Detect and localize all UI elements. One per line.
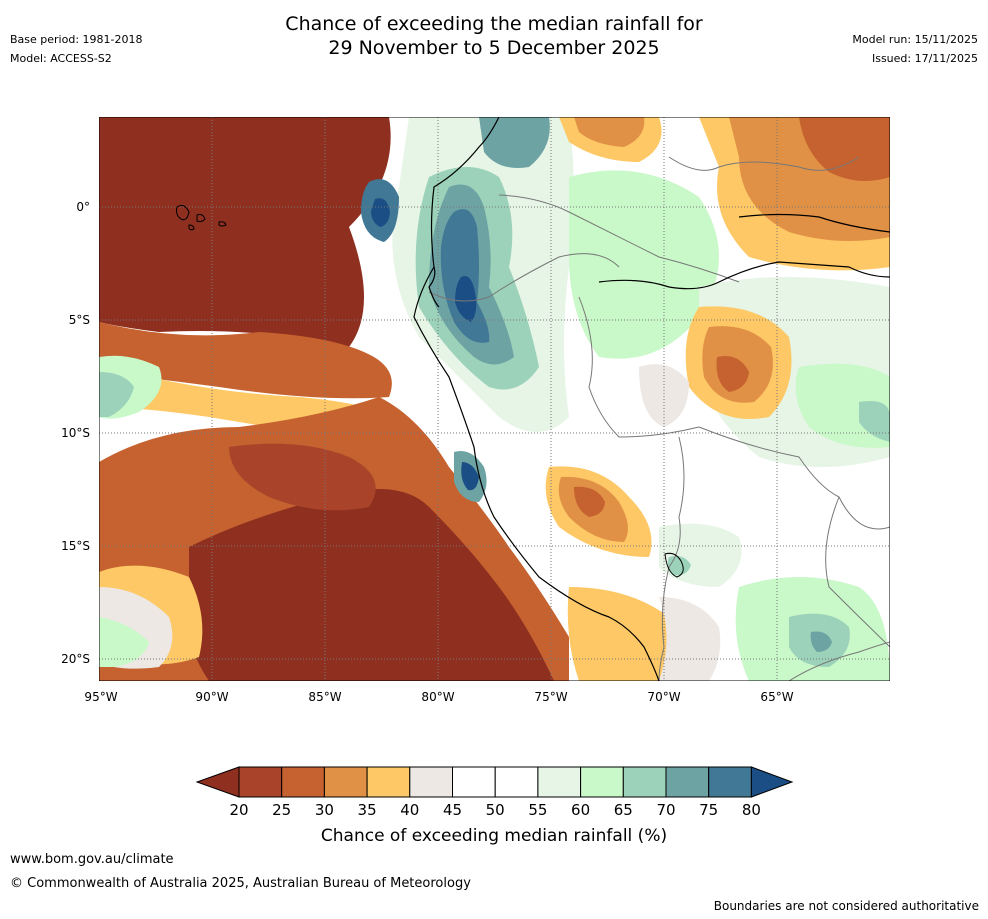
field-25-30-south-highlands (574, 486, 605, 517)
field-30-35-band (99, 322, 392, 399)
field-25-30-central-east (716, 356, 749, 392)
meta-right: Model run: 15/11/2025 Issued: 17/11/2025 (852, 30, 978, 68)
colorbar-tick-40: 40 (400, 801, 420, 819)
field-30-35-north-central (574, 117, 645, 147)
colorbar-tick-70: 70 (656, 801, 676, 819)
lat-label-10s: 10°S (61, 426, 90, 440)
footer-url: www.bom.gov.au/climate (10, 852, 174, 867)
boundary-venezuela (668, 156, 860, 171)
model-run: Model run: 15/11/2025 (852, 33, 978, 46)
galapagos-isabela (176, 204, 190, 221)
galapagos-santa-cruz (196, 214, 206, 223)
coastlines (413, 116, 891, 682)
lon-label-70w: 70°W (647, 690, 681, 704)
coastline-pacific (413, 116, 660, 682)
lat-label-0: 0° (76, 200, 90, 214)
footer-disclaimer: Boundaries are not considered authoritat… (713, 899, 979, 913)
title-line-1: Chance of exceeding the median rainfall … (285, 13, 703, 35)
colorbar-arrow-low (195, 766, 240, 798)
colorbar-bin-60-65 (580, 766, 624, 798)
field-25-30-southwest (229, 443, 376, 511)
field-60-65-interior (569, 170, 719, 359)
colorbar-tick-25: 25 (272, 801, 292, 819)
colorbar-tick-60: 60 (571, 801, 591, 819)
base-period: Base period: 1981-2018 (10, 33, 143, 46)
lat-label-15s: 15°S (61, 539, 90, 553)
colorbar-arrow-high (750, 766, 794, 798)
colorbar-tick-75: 75 (699, 801, 719, 819)
colorbar-tick-80: 80 (741, 801, 761, 819)
colorbar-bin-55-60 (537, 766, 582, 798)
colorbar-tick-20: 20 (229, 801, 249, 819)
probability-fields (99, 117, 890, 681)
field-65-70-east (859, 401, 890, 442)
colorbar-bin-65-70 (622, 766, 667, 798)
colorbar-bin-45-50 (452, 766, 496, 798)
lon-label-90w: 90°W (195, 690, 229, 704)
boundary-bolivia-chile (658, 566, 670, 682)
rainfall-map (98, 116, 891, 682)
lake-titicaca (664, 552, 684, 578)
field-65-70-west (99, 372, 134, 417)
footer-copyright: © Commonwealth of Australia 2025, Austra… (10, 876, 471, 891)
colorbar-label: Chance of exceeding median rainfall (%) (320, 826, 668, 846)
colorbar-bin-70-75 (665, 766, 710, 798)
field-below-20-southwest (186, 489, 554, 681)
country-boundaries (428, 156, 891, 682)
lon-label-85w: 85°W (308, 690, 342, 704)
map-svg (98, 116, 891, 682)
colorbar-bin-75-80 (708, 766, 752, 798)
boundary-peru-brazil (578, 296, 700, 438)
map-title: Chance of exceeding the median rainfall … (0, 12, 988, 60)
colorbar-bin-40-45 (409, 766, 454, 798)
field-above-80-coastal (455, 276, 477, 322)
upper-amazon-river (738, 213, 891, 233)
boundary-argentina (788, 641, 891, 682)
title-line-2: 29 November to 5 December 2025 (328, 37, 660, 59)
field-below-20-north (99, 117, 391, 347)
issued-date: Issued: 17/11/2025 (871, 52, 978, 65)
boundary-peru-bolivia (668, 436, 685, 568)
lon-label-95w: 95°W (84, 690, 118, 704)
field-70-75-southeast (810, 631, 832, 652)
colorbar-tick-50: 50 (485, 801, 505, 819)
amazon-river (598, 261, 891, 290)
colorbar-tick-30: 30 (314, 801, 334, 819)
boundary-ecuador-peru (428, 253, 620, 302)
field-25-30-northeast (799, 117, 890, 181)
colorbar-bin-25-30 (281, 766, 325, 798)
model-name: Model: ACCESS-S2 (10, 52, 112, 65)
lat-label-5s: 5°S (68, 313, 90, 327)
colorbar-tick-55: 55 (528, 801, 548, 819)
lat-label-20s: 20°S (61, 652, 90, 666)
meta-left: Base period: 1981-2018 Model: ACCESS-S2 (10, 30, 142, 68)
colorbar-bin-35-40 (366, 766, 411, 798)
galapagos-fernandina (188, 224, 195, 231)
field-40-45-south-coastal (659, 597, 721, 681)
colorbar-bin-30-35 (323, 766, 368, 798)
boundary-bolivia-paraguay (825, 496, 891, 648)
field-above-80-galapagos-east (371, 198, 390, 227)
colorbar-tick-45: 45 (442, 801, 463, 819)
field-40-45-interior (639, 364, 689, 427)
boundary-colombia-ecuador (498, 194, 740, 283)
graticule (99, 117, 890, 681)
field-60-65-southwest (99, 617, 149, 667)
galapagos-san-cristobal (218, 221, 227, 227)
boundary-bolivia-brazil (698, 426, 891, 530)
field-75-80-coastal (440, 209, 490, 343)
lon-label-75w: 75°W (534, 690, 568, 704)
colorbar-bin-20-25 (238, 766, 283, 798)
field-above-80-south-cell (461, 462, 479, 491)
colorbar-tick-35: 35 (357, 801, 377, 819)
colorbar-bin-50-55 (494, 766, 539, 798)
lon-label-65w: 65°W (760, 690, 794, 704)
colorbar (195, 766, 794, 798)
colorbar-tick-65: 65 (613, 801, 633, 819)
field-70-75-north (479, 117, 550, 168)
lon-label-80w: 80°W (421, 690, 455, 704)
galapagos-islands (176, 204, 227, 231)
coastline-gulf (428, 266, 440, 308)
